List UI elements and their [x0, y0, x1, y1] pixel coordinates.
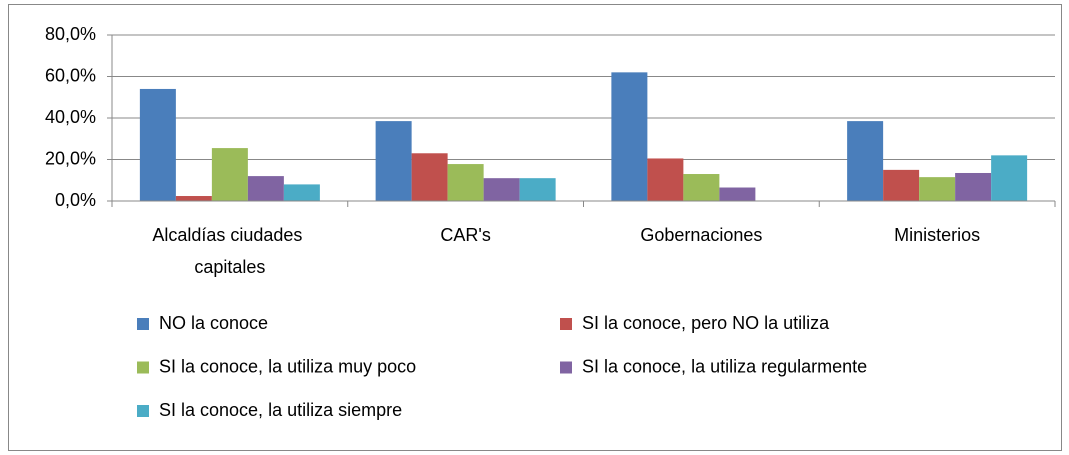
- bar: [411, 153, 448, 201]
- legend-swatch: [137, 361, 149, 374]
- bar: [483, 178, 520, 201]
- bar: [847, 121, 884, 201]
- bar: [447, 164, 484, 201]
- legend-swatch: [137, 405, 149, 417]
- x-tick-label: Ministerios: [894, 225, 980, 245]
- legend-swatch: [560, 361, 572, 374]
- bar: [139, 88, 176, 201]
- bar: [211, 148, 248, 201]
- x-tick-label: Gobernaciones: [640, 225, 762, 245]
- x-tick-label-line: Alcaldías ciudades: [152, 225, 307, 245]
- legend-label: NO la conoce: [159, 313, 268, 333]
- bar: [611, 72, 648, 201]
- x-tick-label-line: Gobernaciones: [640, 225, 762, 245]
- legend-label: SI la conoce, pero NO la utiliza: [582, 313, 830, 333]
- bar: [647, 158, 684, 201]
- x-tick-label-line: Ministerios: [894, 225, 980, 245]
- y-tick-label: 40,0%: [45, 107, 96, 127]
- y-tick-label: 80,0%: [45, 24, 96, 44]
- bar: [719, 187, 756, 201]
- bar: [175, 196, 212, 201]
- bar: [519, 178, 556, 201]
- bar: [919, 177, 956, 201]
- bar: [883, 169, 920, 201]
- bar: [955, 172, 992, 201]
- legend-label: SI la conoce, la utiliza siempre: [159, 400, 402, 420]
- bar: [683, 174, 720, 201]
- chart-border: [8, 4, 1062, 451]
- y-tick-label: 0,0%: [55, 190, 96, 210]
- x-tick-label-line: capitales: [194, 257, 265, 277]
- y-tick-label: 20,0%: [45, 148, 96, 168]
- bar: [991, 155, 1028, 201]
- bar: [375, 121, 412, 201]
- y-tick-label: 60,0%: [45, 65, 96, 85]
- x-tick-label-line: CAR's: [440, 225, 490, 245]
- x-tick-label: Alcaldías ciudades capitales: [152, 225, 307, 277]
- legend-label: SI la conoce, la utiliza regularmente: [582, 356, 867, 376]
- bar: [247, 176, 284, 201]
- legend-swatch: [137, 318, 149, 330]
- legend-swatch: [560, 318, 572, 330]
- legend-label: SI la conoce, la utiliza muy poco: [159, 356, 416, 376]
- x-tick-label: CAR's: [440, 225, 490, 245]
- bar: [283, 184, 320, 201]
